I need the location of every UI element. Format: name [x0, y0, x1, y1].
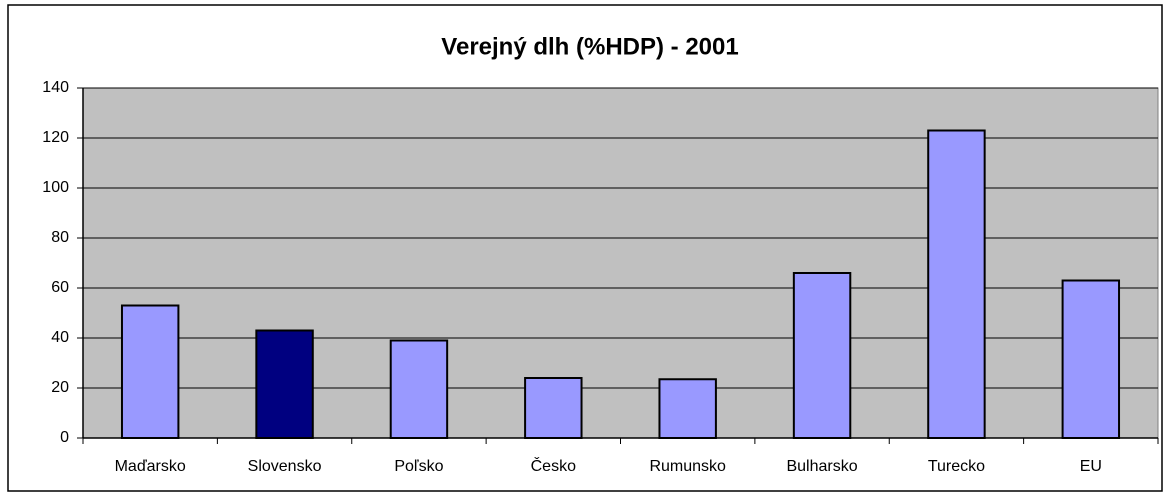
- y-tick-label: 100: [42, 179, 69, 196]
- x-tick-label: Rumunsko: [649, 458, 726, 475]
- y-tick-label: 80: [51, 229, 69, 246]
- bar: [524, 377, 583, 439]
- bar: [1061, 279, 1121, 439]
- bar: [389, 339, 449, 439]
- y-tick-label: 140: [42, 79, 69, 96]
- bar: [255, 329, 314, 439]
- x-tick-label: Bulharsko: [786, 458, 857, 475]
- x-tick-label: EU: [1080, 458, 1102, 475]
- bar: [658, 378, 717, 439]
- y-tick-label: 60: [51, 279, 69, 296]
- bar: [927, 129, 986, 439]
- plot-area: [82, 87, 1159, 439]
- bar: [792, 272, 852, 439]
- x-tick-label: Slovensko: [248, 458, 322, 475]
- y-tick-label: 20: [51, 379, 69, 396]
- y-tick-label: 40: [51, 329, 69, 346]
- x-tick-label: Maďarsko: [115, 458, 186, 475]
- y-tick-label: 0: [60, 429, 69, 446]
- chart-title: Verejný dlh (%HDP) - 2001: [441, 33, 738, 60]
- bar: [120, 304, 180, 439]
- x-tick-label: Česko: [531, 456, 576, 475]
- y-tick-label: 120: [42, 129, 69, 146]
- x-tick-label: Turecko: [928, 458, 985, 475]
- x-tick-label: Poľsko: [394, 458, 443, 475]
